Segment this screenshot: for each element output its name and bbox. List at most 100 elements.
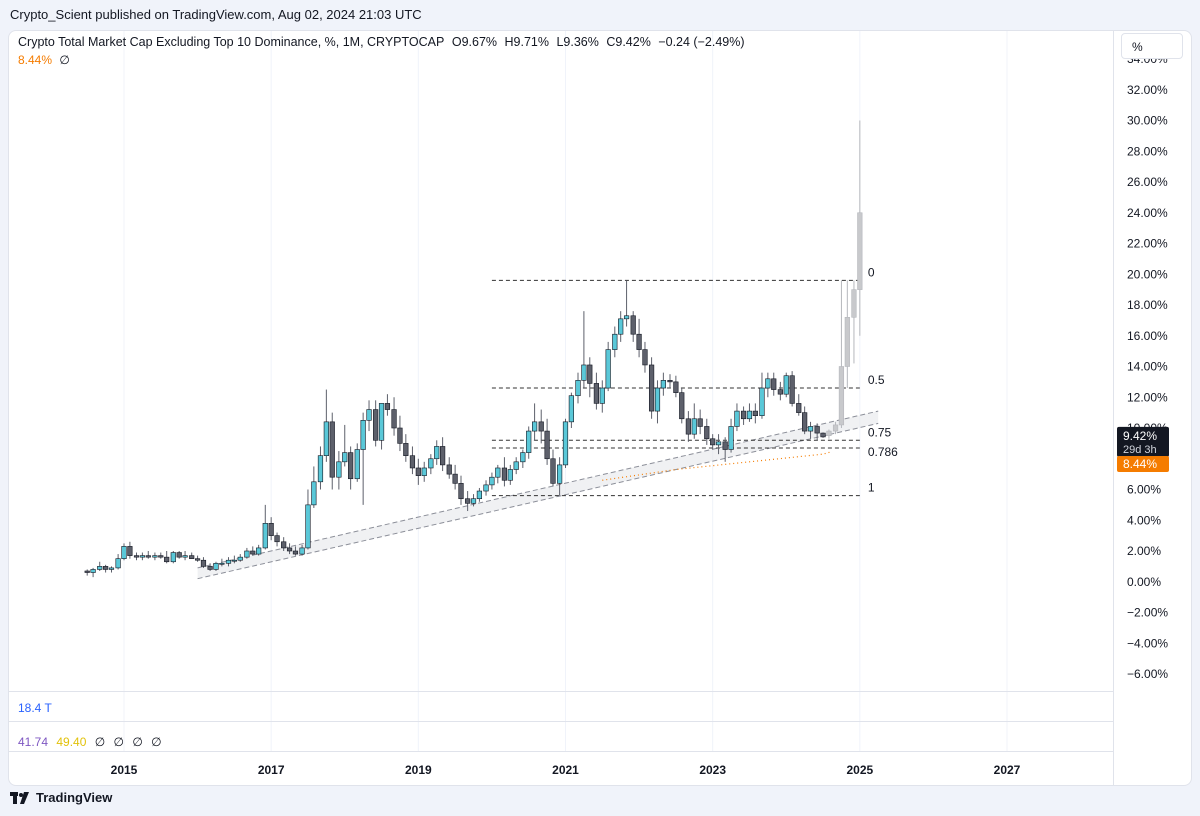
candle[interactable] [501, 467, 508, 481]
candle[interactable] [605, 349, 611, 389]
candle[interactable] [139, 555, 145, 558]
candle[interactable] [710, 438, 716, 446]
candle[interactable] [421, 467, 427, 476]
candle[interactable] [440, 446, 446, 466]
candle[interactable] [397, 427, 403, 444]
candle[interactable] [557, 464, 563, 484]
candle[interactable] [299, 547, 305, 555]
candle[interactable] [587, 364, 593, 384]
projection-candle[interactable] [838, 366, 845, 426]
candle[interactable] [378, 403, 385, 441]
candle[interactable] [476, 490, 483, 500]
candle[interactable] [409, 455, 416, 469]
candle[interactable] [152, 555, 158, 558]
candle[interactable] [342, 452, 348, 463]
candle[interactable] [84, 570, 90, 573]
candle[interactable] [814, 426, 820, 434]
candle[interactable] [704, 426, 710, 440]
candle[interactable] [262, 523, 268, 549]
candle[interactable] [820, 432, 826, 438]
pane-divider[interactable] [9, 691, 1113, 692]
candle[interactable] [759, 387, 765, 416]
candle[interactable] [317, 455, 324, 483]
indicator-legend[interactable]: 8.44% ∅ [18, 53, 70, 67]
candle[interactable] [507, 469, 513, 481]
candle[interactable] [121, 546, 127, 559]
pane-divider[interactable] [9, 721, 1113, 722]
tradingview-brand[interactable]: TradingView [10, 790, 112, 805]
candle[interactable] [470, 498, 477, 504]
candle[interactable] [103, 566, 109, 570]
candle[interactable] [654, 387, 661, 412]
candle[interactable] [373, 409, 379, 441]
candle[interactable] [765, 378, 771, 389]
candle[interactable] [746, 410, 753, 420]
candle[interactable] [108, 567, 115, 570]
candle[interactable] [182, 555, 188, 558]
candle[interactable] [323, 421, 329, 456]
candle[interactable] [691, 418, 697, 435]
candle[interactable] [734, 410, 740, 427]
candle[interactable] [194, 558, 201, 561]
candle[interactable] [685, 418, 691, 435]
candle[interactable] [415, 467, 421, 476]
candle[interactable] [403, 443, 409, 456]
candle[interactable] [207, 566, 213, 570]
candle[interactable] [673, 381, 679, 393]
candle[interactable] [777, 389, 783, 395]
projection-candle[interactable] [857, 212, 863, 290]
candle[interactable] [575, 380, 581, 397]
candle[interactable] [452, 473, 458, 484]
channel-upper-line[interactable] [197, 410, 879, 569]
candle[interactable] [771, 378, 777, 390]
pane-divider[interactable] [9, 751, 1113, 752]
candle[interactable] [336, 461, 342, 478]
candle[interactable] [329, 421, 335, 478]
candle[interactable] [618, 318, 624, 335]
candle[interactable] [158, 555, 164, 558]
candle[interactable] [189, 555, 195, 559]
candle[interactable] [722, 441, 728, 450]
candle[interactable] [796, 403, 802, 413]
candle[interactable] [636, 333, 642, 350]
candle[interactable] [176, 552, 182, 558]
candle[interactable] [348, 452, 354, 480]
candle[interactable] [434, 446, 440, 460]
channel-lower-line[interactable] [197, 422, 879, 580]
candle[interactable] [783, 375, 789, 395]
candle[interactable] [164, 556, 170, 563]
candle[interactable] [568, 395, 574, 423]
symbol-title[interactable]: Crypto Total Market Cap Excluding Top 10… [18, 35, 445, 49]
candle[interactable] [679, 392, 685, 420]
chart-card[interactable]: 34.00% 32.00% 30.00% 28.00% 26.00% 24.00% 22.0… [8, 30, 1192, 786]
candle[interactable] [286, 547, 293, 552]
candle[interactable] [667, 380, 673, 383]
candle[interactable] [268, 523, 274, 536]
candle[interactable] [127, 546, 133, 556]
candle[interactable] [384, 403, 391, 410]
candle[interactable] [274, 535, 280, 543]
candle[interactable] [623, 315, 630, 320]
candle[interactable] [250, 550, 256, 555]
candle[interactable] [354, 449, 360, 480]
candle[interactable] [593, 383, 600, 404]
candle[interactable] [562, 421, 569, 466]
candle[interactable] [305, 504, 311, 549]
candle[interactable] [145, 555, 151, 558]
projection-candle[interactable] [826, 430, 832, 436]
candle[interactable] [544, 430, 550, 460]
candle[interactable] [728, 426, 734, 450]
candle[interactable] [133, 555, 140, 558]
candle[interactable] [789, 375, 795, 404]
candle[interactable] [740, 410, 747, 420]
candle[interactable] [292, 550, 299, 555]
candle[interactable] [642, 349, 648, 366]
candle[interactable] [366, 409, 372, 421]
candle[interactable] [244, 550, 250, 558]
candle[interactable] [526, 430, 532, 453]
candle[interactable] [97, 566, 103, 570]
candle[interactable] [428, 458, 434, 469]
candle[interactable] [115, 558, 121, 569]
candle[interactable] [170, 552, 176, 563]
candle[interactable] [513, 461, 519, 470]
